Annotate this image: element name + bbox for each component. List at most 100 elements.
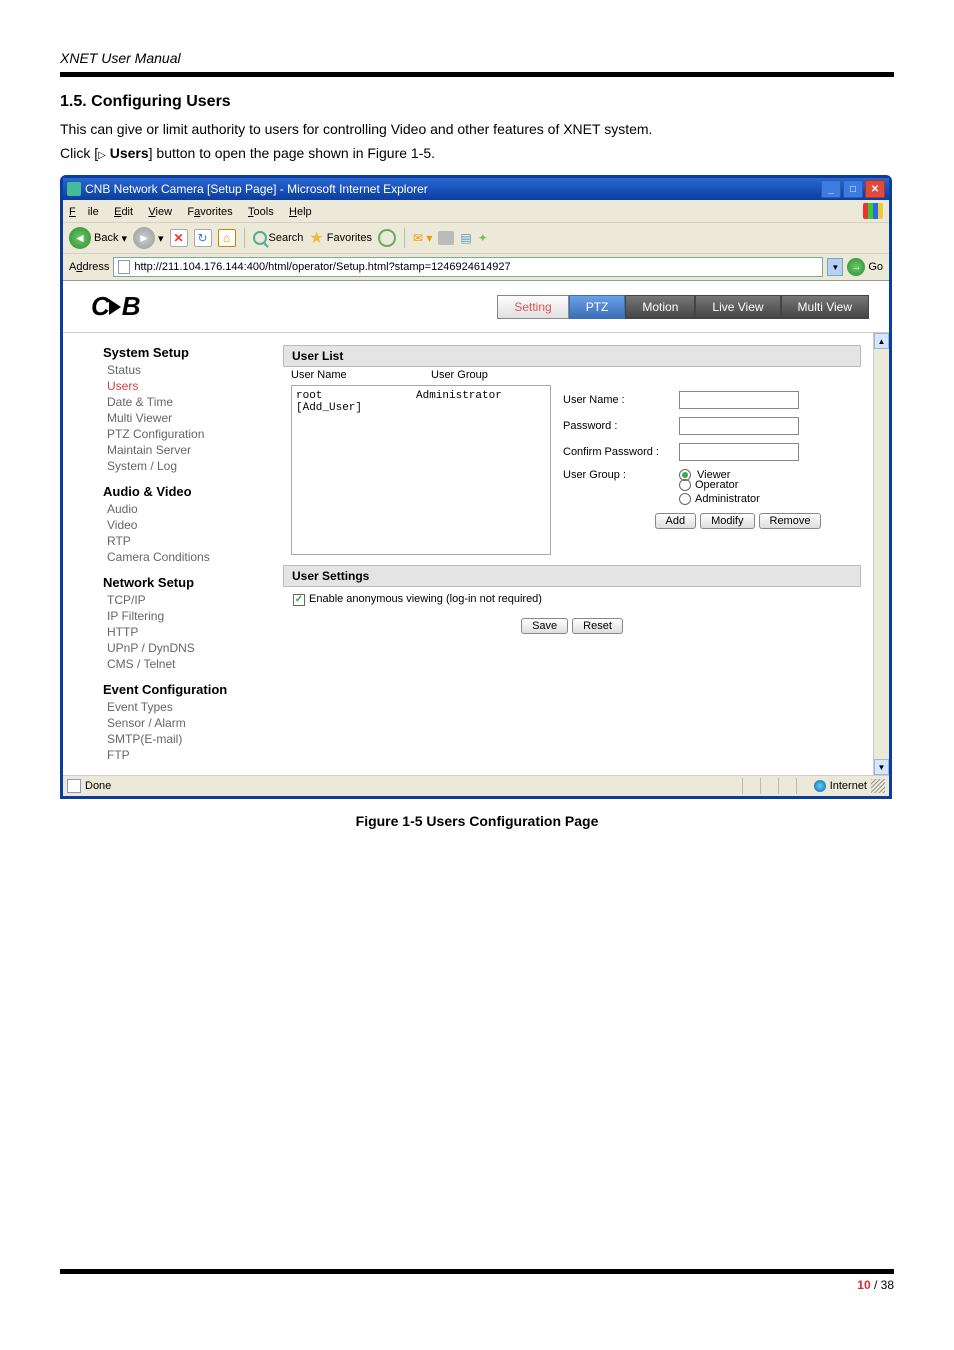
sidebar-item-eventtypes[interactable]: Event Types [103,699,263,715]
horizontal-rule [60,72,894,77]
ie-window: CNB Network Camera [Setup Page] - Micros… [60,175,892,799]
window-titlebar: CNB Network Camera [Setup Page] - Micros… [63,178,889,200]
sidebar: System Setup Status Users Date & Time Mu… [103,345,263,763]
tab-motion[interactable]: Motion [625,295,695,319]
menu-view[interactable]: View [148,206,172,218]
menu-tools[interactable]: Tools [248,206,274,218]
discuss-button[interactable]: ✦ [478,231,488,245]
sidebar-item-http[interactable]: HTTP [103,624,263,640]
sidebar-item-tcpip[interactable]: TCP/IP [103,592,263,608]
intro-text-1: This can give or limit authority to user… [60,121,894,137]
sidebar-group-event: Event Configuration [103,682,263,697]
address-label: Address [69,261,109,273]
windows-flag-icon [863,203,883,219]
sidebar-item-camera[interactable]: Camera Conditions [103,549,263,565]
sidebar-item-sensor[interactable]: Sensor / Alarm [103,715,263,731]
history-button[interactable] [378,229,396,247]
footer-rule [60,1269,894,1274]
toolbar: ◄Back ▾ ► ▾ ✕ ↻ ⌂ Search ★Favorites ✉ ▾ … [63,223,889,254]
sidebar-item-datetime[interactable]: Date & Time [103,394,263,410]
app-topnav: CB Setting PTZ Motion Live View Multi Vi… [63,281,889,333]
userlist-row[interactable]: rootAdministrator [296,390,546,402]
tab-live[interactable]: Live View [695,295,780,319]
usersettings-header: User Settings [283,565,861,587]
modify-button[interactable]: Modify [700,513,754,529]
sidebar-item-syslog[interactable]: System / Log [103,458,263,474]
home-button[interactable]: ⌂ [218,229,236,247]
sidebar-item-users[interactable]: Users [103,378,263,394]
label-username: User Name : [563,394,673,406]
sidebar-group-system: System Setup [103,345,263,360]
edit-button[interactable]: ▤ [460,231,471,245]
add-button[interactable]: Add [655,513,697,529]
menu-favorites[interactable]: Favorites [187,206,232,218]
sidebar-item-multiviewer[interactable]: Multi Viewer [103,410,263,426]
stop-button[interactable]: ✕ [170,229,188,247]
forward-button[interactable]: ► ▾ [133,227,164,249]
status-zone: Internet [830,780,867,792]
main-panel: User List User Name User Group rootAdmin… [283,345,881,763]
anon-checkbox[interactable] [293,594,305,606]
window-title: CNB Network Camera [Setup Page] - Micros… [85,182,428,196]
cnb-logo: CB [91,291,140,322]
close-button[interactable]: ✕ [865,180,885,198]
menu-help[interactable]: Help [289,206,312,218]
tab-setting[interactable]: Setting [497,295,568,319]
userlist-row[interactable]: [Add_User] [296,402,546,414]
sidebar-item-maintain[interactable]: Maintain Server [103,442,263,458]
scroll-up-button[interactable]: ▲ [874,333,889,349]
remove-button[interactable]: Remove [759,513,822,529]
sidebar-item-ftp[interactable]: FTP [103,747,263,763]
menu-file[interactable]: File [69,206,99,218]
sidebar-item-status[interactable]: Status [103,362,263,378]
address-dropdown[interactable]: ▼ [827,258,843,276]
sidebar-item-cms[interactable]: CMS / Telnet [103,656,263,672]
input-username[interactable] [679,391,799,409]
userlist-col-username: User Name [291,369,431,381]
back-button[interactable]: ◄Back ▾ [69,227,127,249]
figure-caption: Figure 1-5 Users Configuration Page [60,813,894,829]
print-button[interactable] [438,231,454,245]
menu-edit[interactable]: Edit [114,206,133,218]
anon-checkbox-row: Enable anonymous viewing (log-in not req… [293,593,851,606]
menubar: File Edit View Favorites Tools Help [63,200,889,223]
label-confirm: Confirm Password : [563,446,673,458]
userlist-header: User List [283,345,861,367]
intro-text-2: Click [▷ Users] button to open the page … [60,145,894,161]
sidebar-item-video[interactable]: Video [103,517,263,533]
radio-admin[interactable] [679,493,691,505]
input-confirm[interactable] [679,443,799,461]
sidebar-group-av: Audio & Video [103,484,263,499]
sidebar-group-network: Network Setup [103,575,263,590]
maximize-button[interactable]: □ [843,180,863,198]
scrollbar[interactable]: ▲ ▼ [873,333,889,775]
tab-multi[interactable]: Multi View [781,295,869,319]
favorites-button[interactable]: ★Favorites [309,228,372,248]
sidebar-item-audio[interactable]: Audio [103,501,263,517]
sidebar-item-smtp[interactable]: SMTP(E-mail) [103,731,263,747]
mail-button[interactable]: ✉ ▾ [413,231,432,245]
minimize-button[interactable]: _ [821,180,841,198]
section-heading: 1.5. Configuring Users [60,93,894,111]
userlist-listbox[interactable]: rootAdministrator [Add_User] [291,385,551,555]
sidebar-item-rtp[interactable]: RTP [103,533,263,549]
sidebar-item-ipfilter[interactable]: IP Filtering [103,608,263,624]
label-password: Password : [563,420,673,432]
user-form: User Name : Password : Confirm Password … [563,383,861,529]
search-button[interactable]: Search [253,231,304,245]
go-button[interactable]: →Go [847,258,883,276]
doc-header: XNET User Manual [60,50,894,66]
input-password[interactable] [679,417,799,435]
sidebar-item-upnp[interactable]: UPnP / DynDNS [103,640,263,656]
tab-ptz[interactable]: PTZ [569,295,626,319]
status-text: Done [85,780,111,792]
reset-button[interactable]: Reset [572,618,623,634]
refresh-button[interactable]: ↻ [194,229,212,247]
address-input[interactable]: http://211.104.176.144:400/html/operator… [113,257,823,277]
page-number: 10 / 38 [60,1278,894,1292]
radio-operator[interactable] [679,479,691,491]
scroll-down-button[interactable]: ▼ [874,759,889,775]
status-page-icon [67,779,81,793]
save-button[interactable]: Save [521,618,568,634]
sidebar-item-ptzconfig[interactable]: PTZ Configuration [103,426,263,442]
